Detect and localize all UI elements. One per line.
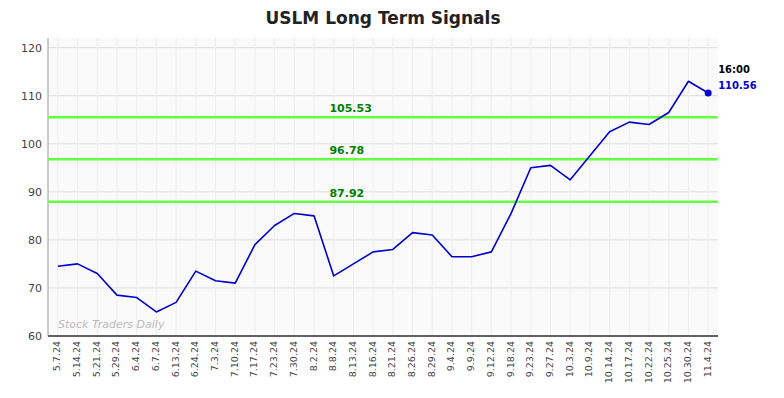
x-tick-label: 10.22.24 bbox=[643, 341, 654, 383]
x-grid-line bbox=[57, 38, 58, 336]
x-grid-line bbox=[274, 38, 275, 336]
x-tick-label: 10.14.24 bbox=[603, 341, 614, 383]
x-grid-line bbox=[136, 38, 137, 336]
last-point bbox=[705, 89, 712, 96]
x-tick-label: 6.24.24 bbox=[189, 341, 200, 377]
signal-label: 87.92 bbox=[329, 187, 364, 200]
x-tick-label: 7.30.24 bbox=[288, 341, 299, 377]
x-tick-label: 5.21.24 bbox=[91, 341, 102, 377]
x-grid-line bbox=[156, 38, 157, 336]
y-tick-label: 100 bbox=[21, 138, 42, 151]
chart-svg: 60 70 80 90 100 110 120 5.7.24 5.14.24 5.21.24 5.2… bbox=[0, 0, 784, 398]
y-tick-label: 70 bbox=[28, 282, 42, 295]
y-grid-line bbox=[48, 47, 718, 48]
x-tick-label: 10.25.24 bbox=[662, 341, 673, 383]
x-tick-label: 6.4.24 bbox=[130, 341, 141, 371]
x-grid-line bbox=[254, 38, 255, 336]
x-grid-line bbox=[432, 38, 433, 336]
x-grid-line bbox=[195, 38, 196, 336]
signal-line bbox=[48, 201, 718, 204]
x-tick-label: 7.23.24 bbox=[268, 341, 279, 377]
x-tick-label: 8.2.24 bbox=[308, 341, 319, 371]
y-tick-label: 60 bbox=[28, 330, 42, 343]
x-tick-label: 5.7.24 bbox=[51, 341, 62, 371]
signal-line bbox=[48, 116, 718, 119]
x-tick-label: 6.13.24 bbox=[170, 341, 181, 377]
price-line bbox=[58, 81, 708, 312]
x-grid-line bbox=[530, 38, 531, 336]
x-tick-label: 7.17.24 bbox=[248, 341, 259, 377]
x-tick-label: 8.26.24 bbox=[406, 341, 417, 377]
y-grid-line bbox=[48, 191, 718, 192]
x-grid-line bbox=[491, 38, 492, 336]
y-tick-label: 80 bbox=[28, 234, 42, 247]
x-tick-label: 5.29.24 bbox=[110, 341, 121, 377]
x-tick-label: 9.23.24 bbox=[524, 341, 535, 377]
x-grid-line bbox=[392, 38, 393, 336]
x-grid-line bbox=[235, 38, 236, 336]
x-tick-label: 8.21.24 bbox=[386, 341, 397, 377]
y-grid-line bbox=[48, 95, 718, 96]
x-tick-label: 5.14.24 bbox=[71, 341, 82, 377]
x-grid-line bbox=[629, 38, 630, 336]
x-grid-line bbox=[511, 38, 512, 336]
plot-area bbox=[48, 81, 718, 312]
x-tick-label: 6.7.24 bbox=[150, 341, 161, 371]
x-grid-line bbox=[609, 38, 610, 336]
y-grid-line bbox=[48, 336, 718, 337]
x-grid-line bbox=[294, 38, 295, 336]
signal-label: 96.78 bbox=[329, 144, 364, 157]
signal-line bbox=[48, 158, 718, 161]
x-tick-label: 10.9.24 bbox=[583, 341, 594, 377]
x-tick-label: 9.18.24 bbox=[505, 341, 516, 377]
y-grid-line bbox=[48, 143, 718, 144]
x-axis-line bbox=[48, 335, 718, 337]
last-point-label: 110.56 bbox=[718, 80, 757, 91]
y-grid-line bbox=[48, 239, 718, 240]
x-tick-label: 7.10.24 bbox=[229, 341, 240, 377]
x-grid-line bbox=[176, 38, 177, 336]
x-grid-line bbox=[97, 38, 98, 336]
x-tick-label: 8.16.24 bbox=[367, 341, 378, 377]
y-axis-line bbox=[48, 38, 49, 336]
x-tick-label: 8.8.24 bbox=[327, 341, 338, 371]
x-tick-label: 10.30.24 bbox=[682, 341, 693, 383]
x-tick-label: 9.4.24 bbox=[445, 341, 456, 371]
y-grid-line bbox=[48, 287, 718, 288]
x-tick-label: 10.17.24 bbox=[623, 341, 634, 383]
x-tick-label: 9.9.24 bbox=[465, 341, 476, 371]
x-tick-label: 7.3.24 bbox=[209, 341, 220, 371]
y-tick-label: 120 bbox=[21, 42, 42, 55]
x-grid-line bbox=[373, 38, 374, 336]
x-grid-line bbox=[412, 38, 413, 336]
x-grid-line bbox=[589, 38, 590, 336]
x-tick-label: 9.27.24 bbox=[544, 341, 555, 377]
plot-background bbox=[48, 38, 718, 336]
y-tick-label: 110 bbox=[21, 90, 42, 103]
x-grid-line bbox=[451, 38, 452, 336]
signal-label: 105.53 bbox=[329, 102, 371, 115]
x-grid-line bbox=[314, 38, 315, 336]
x-tick-label: 9.12.24 bbox=[485, 341, 496, 377]
watermark: Stock Traders Daily bbox=[58, 318, 165, 331]
chart-title: USLM Long Term Signals bbox=[265, 8, 500, 28]
x-tick-label: 10.3.24 bbox=[564, 341, 575, 377]
x-grid-line bbox=[77, 38, 78, 336]
x-tick-label: 11.4.24 bbox=[702, 341, 713, 377]
x-grid-line bbox=[215, 38, 216, 336]
x-grid-line bbox=[708, 38, 709, 336]
x-grid-line bbox=[649, 38, 650, 336]
y-tick-label: 90 bbox=[28, 186, 42, 199]
x-tick-label: 8.29.24 bbox=[426, 341, 437, 377]
x-grid-line bbox=[570, 38, 571, 336]
x-grid-line bbox=[116, 38, 117, 336]
grid bbox=[48, 38, 718, 336]
x-grid-line bbox=[668, 38, 669, 336]
x-tick-label: 8.13.24 bbox=[347, 341, 358, 377]
x-grid-line bbox=[550, 38, 551, 336]
x-grid-line bbox=[471, 38, 472, 336]
chart-container: 60 70 80 90 100 110 120 5.7.24 5.14.24 5.21.24 5.2… bbox=[0, 0, 784, 398]
last-point-label: 16:00 bbox=[718, 64, 750, 75]
